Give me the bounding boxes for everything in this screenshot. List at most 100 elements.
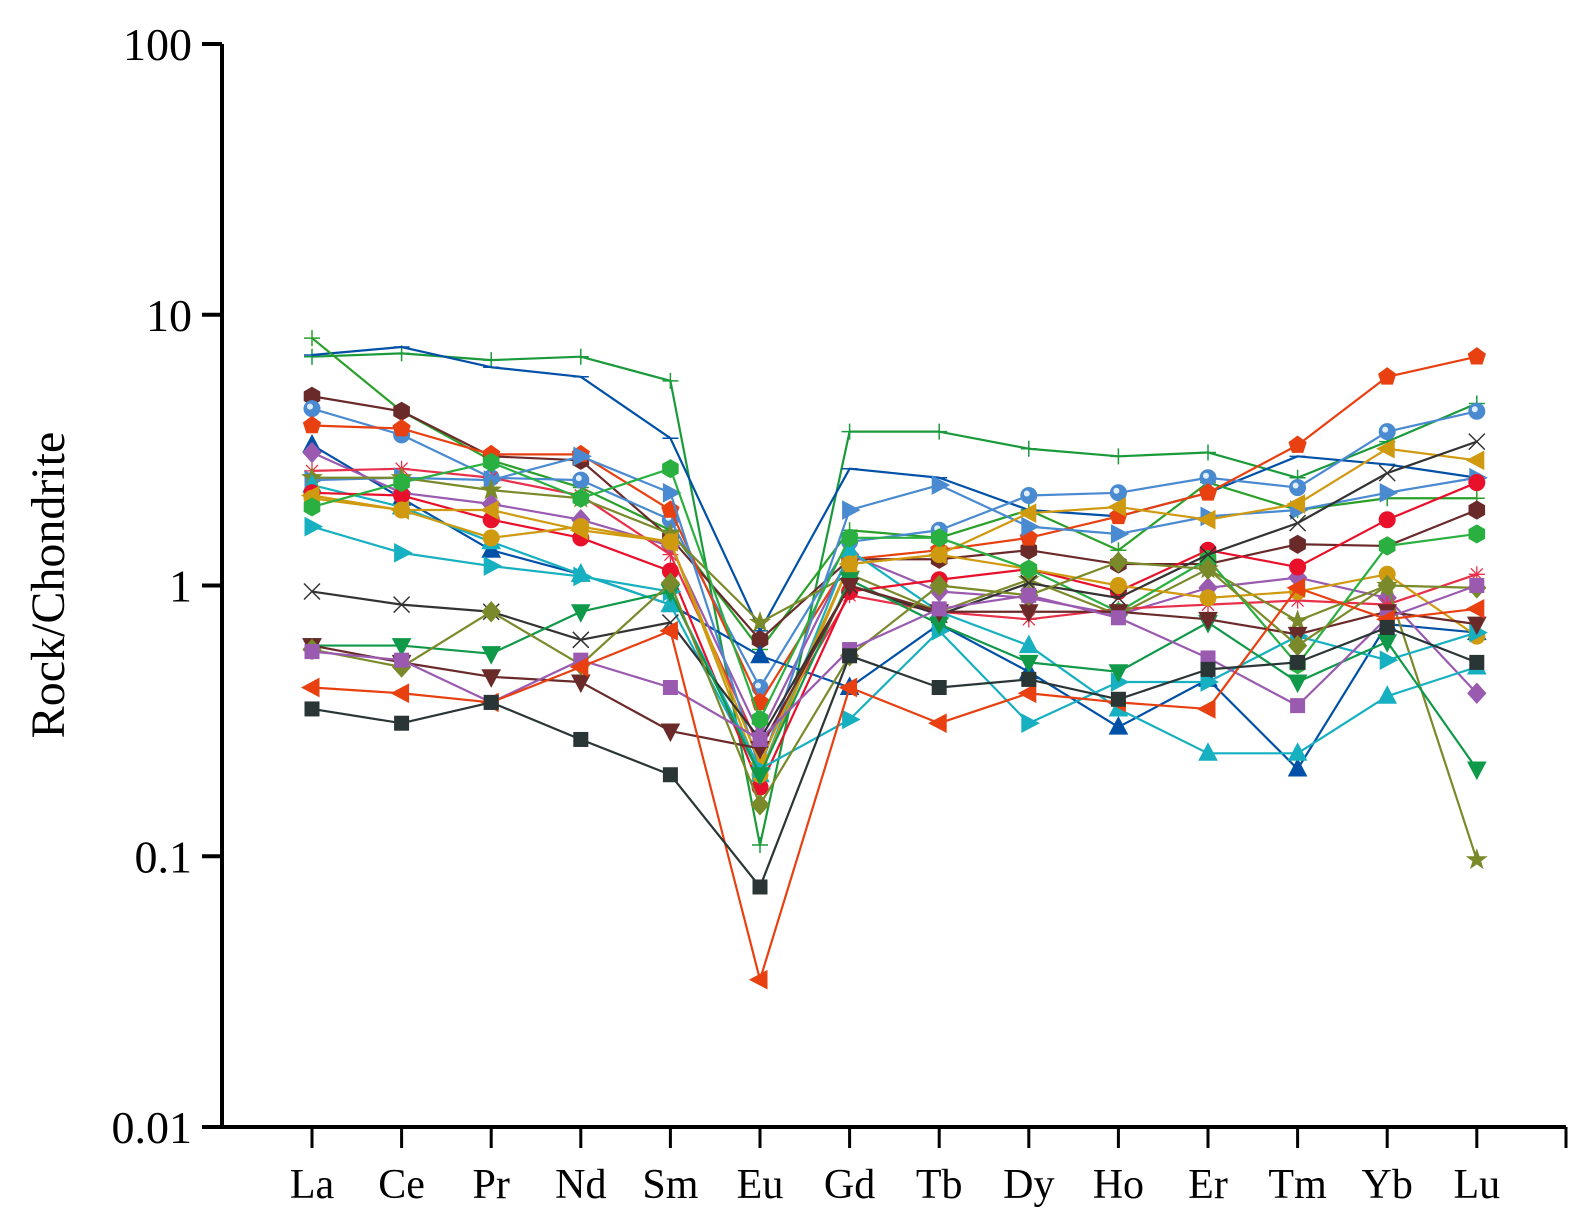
data-point-hexagon (303, 497, 321, 517)
y-tick-label: 10 (146, 290, 192, 341)
y-tick-label: 0.01 (112, 1102, 193, 1153)
data-point-star (1465, 848, 1488, 870)
data-point-plus (1200, 444, 1216, 461)
data-point-asterisk (1289, 592, 1306, 609)
data-point-hexagon (482, 452, 500, 472)
data-point-diamond (1377, 574, 1397, 597)
data-point-hexagon (1020, 540, 1038, 560)
data-point-square (1021, 671, 1037, 687)
series-line (311, 461, 1477, 721)
data-point-square (1110, 691, 1126, 707)
data-point-triangle-left (659, 621, 678, 641)
data-point-hexagon (930, 528, 948, 548)
data-point-triangle-right (483, 556, 503, 576)
data-point-triangle-up (1108, 716, 1129, 735)
data-point-plus (841, 423, 858, 440)
y-tick-label: 0.1 (135, 831, 193, 882)
data-point-square (1469, 654, 1485, 670)
marker-highlight (1382, 426, 1389, 433)
data-point-square (931, 680, 947, 696)
x-ticks: La Ce Pr Nd Sm Eu Gd Tb Dy Ho Er Tm Yb Lu (290, 1127, 1568, 1208)
series-line (311, 345, 1477, 632)
data-point-triangle-left (480, 500, 499, 520)
data-point-square (304, 701, 320, 717)
series-line (311, 525, 1478, 771)
data-point-hexagon (1468, 500, 1486, 520)
data-point-hexagon (393, 401, 410, 421)
marker-highlight (1292, 482, 1299, 489)
data-point-triangle-left (1376, 438, 1395, 459)
data-point-pentagon (1378, 367, 1397, 385)
data-point-hexagon (841, 528, 858, 548)
data-point-star (749, 610, 771, 632)
data-point-hexagon (1289, 534, 1306, 554)
data-point-triangle-down (1108, 664, 1129, 683)
series-line (311, 626, 1478, 889)
data-point-pentagon (1467, 347, 1486, 365)
series-line (312, 578, 1478, 776)
data-point-square (842, 648, 858, 664)
series-s24 (304, 619, 1485, 895)
data-point-diamond (1198, 558, 1218, 580)
data-point-triangle-left (1465, 450, 1485, 471)
data-point-triangle-left (659, 531, 678, 552)
data-point-triangle-left (1465, 599, 1485, 619)
series-s20 (302, 578, 1487, 760)
data-point-triangle-down (839, 578, 860, 597)
series-line (311, 355, 1478, 704)
series-line (311, 337, 1477, 651)
data-point-square (1469, 578, 1485, 593)
data-point-square (1290, 654, 1306, 670)
marker-highlight (575, 475, 582, 482)
data-point-x (1199, 546, 1217, 564)
data-point-plus (931, 423, 948, 440)
data-point-x (1289, 514, 1307, 532)
series-line (312, 476, 1478, 861)
marker-highlight (307, 403, 313, 410)
x-tick-label-dy: Dy (1003, 1162, 1054, 1208)
data-point-triangle-left (1196, 699, 1216, 719)
data-point-triangle-right (1021, 713, 1040, 734)
series-s16 (303, 452, 1486, 730)
data-point-x (572, 631, 590, 649)
data-point-triangle-left (748, 969, 768, 990)
data-point-triangle-left (1107, 497, 1126, 517)
data-point-triangle-up (1198, 742, 1218, 761)
data-point-triangle-down (570, 674, 591, 694)
data-point-square (394, 652, 410, 668)
series-layer (300, 330, 1488, 990)
data-point-x (1109, 589, 1127, 607)
data-point-pentagon (1198, 483, 1218, 501)
x-tick-label-er: Er (1188, 1162, 1228, 1208)
data-point-hexagon (1020, 559, 1038, 579)
data-point-asterisk (662, 546, 679, 563)
data-point-diamond (302, 441, 322, 464)
data-point-square (1379, 619, 1395, 635)
data-point-triangle-down (481, 669, 502, 688)
data-point-plus (752, 837, 768, 854)
data-point-triangle-left (1286, 578, 1306, 598)
data-point-square (662, 767, 678, 783)
data-point-circle (1289, 558, 1307, 576)
series-s7 (302, 434, 1487, 777)
data-point-square (483, 694, 499, 710)
data-point-triangle-down (1287, 674, 1308, 694)
data-point-triangle-left (928, 544, 947, 565)
data-point-diamond (481, 600, 501, 623)
series-line (311, 440, 1478, 741)
data-point-triangle-down (391, 638, 412, 657)
data-point-triangle-up (750, 644, 770, 664)
data-point-triangle-right (662, 482, 682, 503)
data-point-hexagon (751, 709, 769, 730)
data-point-x (393, 596, 411, 614)
data-point-hexagon (1378, 536, 1396, 556)
data-point-triangle-left (1196, 509, 1216, 530)
series-line (311, 451, 1478, 737)
data-point-triangle-up (1018, 634, 1039, 654)
y-ticks: 100 10 1 0.1 0.01 (112, 19, 222, 1153)
data-point-plus (304, 330, 320, 347)
data-point-triangle-right (1110, 524, 1130, 544)
data-point-hexagon (1468, 524, 1486, 544)
series-s11 (301, 466, 1488, 870)
